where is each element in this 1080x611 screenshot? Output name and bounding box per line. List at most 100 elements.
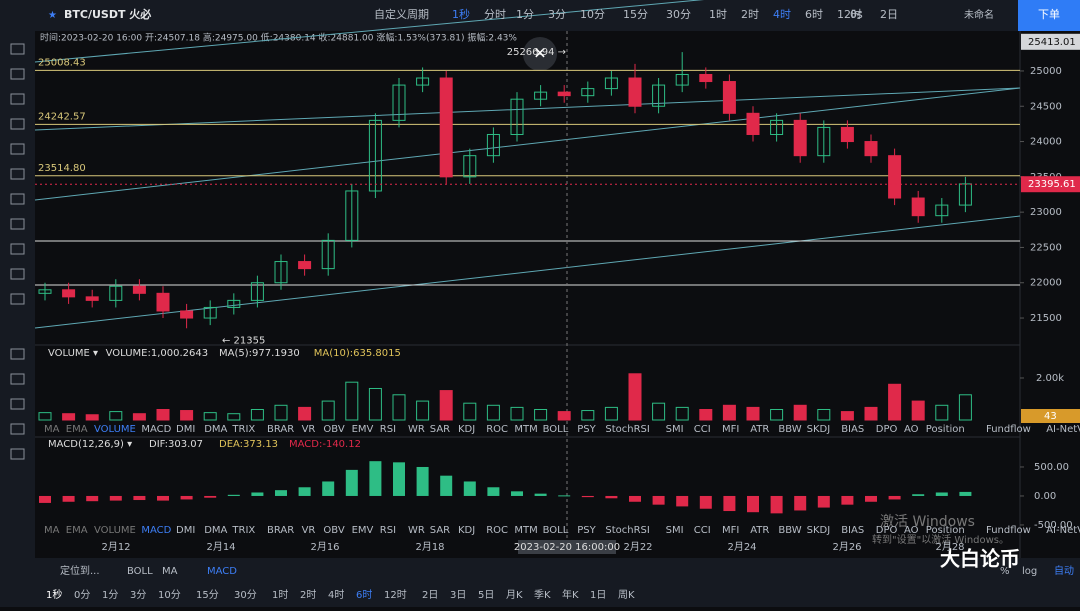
bottom-timeframe[interactable]: 12时: [384, 589, 407, 601]
tool-icon[interactable]: [10, 373, 25, 385]
custom-period[interactable]: 自定义周期: [374, 7, 429, 21]
timeframe[interactable]: 1分: [516, 8, 534, 21]
indicator-tab[interactable]: DMA: [204, 424, 227, 435]
indicator-tab[interactable]: BOLL: [543, 525, 569, 536]
close-button[interactable]: [523, 37, 557, 71]
timeframe[interactable]: 分时: [484, 8, 506, 21]
tool-icon[interactable]: [10, 118, 25, 130]
bottom-timeframe[interactable]: 4时: [328, 589, 344, 601]
indicator-tab[interactable]: SAR: [430, 424, 450, 435]
bottom-timeframe[interactable]: 1日: [590, 590, 606, 601]
indicator-tab[interactable]: BRAR: [267, 525, 294, 536]
bottom-timeframe[interactable]: 季K: [534, 589, 551, 601]
star[interactable]: ★: [48, 10, 57, 21]
tool-icon[interactable]: [10, 268, 25, 280]
indicator-tab[interactable]: BBW: [778, 424, 801, 435]
tool-icon[interactable]: [10, 348, 25, 360]
timeframe[interactable]: 12时: [837, 8, 862, 21]
order-button-bg[interactable]: [1018, 0, 1080, 31]
indicator-tab[interactable]: Position: [926, 525, 965, 536]
indicator-tab[interactable]: EMV: [352, 525, 374, 536]
timeframe[interactable]: 2日: [880, 8, 898, 21]
symbol[interactable]: BTC/USDT 火必: [64, 7, 151, 21]
bottom-timeframe[interactable]: 10分: [158, 589, 181, 601]
tool-icon[interactable]: [10, 293, 25, 305]
indicator-tab[interactable]: MFI: [722, 525, 739, 536]
indicator-tab[interactable]: TRIX: [231, 424, 255, 435]
indicator-tab[interactable]: PSY: [577, 525, 596, 536]
tool-icon[interactable]: [10, 448, 25, 460]
indicator-tab[interactable]: MFI: [722, 424, 739, 435]
bottom-tab[interactable]: MA: [162, 566, 178, 577]
indicator-tab[interactable]: DPO: [876, 525, 898, 536]
indicator-tab[interactable]: BIAS: [841, 525, 864, 536]
bottom-timeframe[interactable]: 15分: [196, 589, 219, 601]
indicator-tab[interactable]: VR: [302, 525, 316, 536]
tool-icon[interactable]: [10, 193, 25, 205]
order-button[interactable]: 下单: [1038, 8, 1060, 21]
close-icon[interactable]: ✕: [533, 44, 546, 63]
indicator-tab[interactable]: TRIX: [231, 525, 255, 536]
indicator-tab[interactable]: BOLL: [543, 424, 569, 435]
layout-name[interactable]: 未命名: [964, 8, 994, 21]
indicator-tab[interactable]: MACD: [141, 525, 171, 536]
bottom-option[interactable]: log: [1022, 566, 1037, 577]
indicator-tab[interactable]: MA: [44, 424, 60, 435]
indicator-tab[interactable]: DMI: [176, 424, 195, 435]
tool-icon[interactable]: [10, 218, 25, 230]
indicator-tab[interactable]: KDJ: [458, 525, 475, 536]
bottom-timeframe[interactable]: 2日: [422, 590, 438, 601]
indicator-tab[interactable]: RSI: [380, 525, 396, 536]
indicator-tab[interactable]: EMA: [66, 525, 88, 536]
indicator-tab[interactable]: KDJ: [458, 424, 475, 435]
indicator-tab[interactable]: EMV: [352, 424, 374, 435]
indicator-tab[interactable]: Position: [926, 424, 965, 435]
indicator-tab[interactable]: BIAS: [841, 424, 864, 435]
indicator-tab[interactable]: VR: [302, 424, 316, 435]
tool-icon[interactable]: [10, 243, 25, 255]
bottom-tab[interactable]: MACD: [207, 566, 237, 577]
indicator-tab[interactable]: DMI: [176, 525, 195, 536]
indicator-tab[interactable]: StochRSI: [605, 525, 649, 536]
tool-icon[interactable]: [10, 398, 25, 410]
tool-icon[interactable]: [10, 143, 25, 155]
indicator-tab[interactable]: VOLUME: [94, 424, 136, 435]
bottom-timeframe[interactable]: 0分: [74, 589, 90, 601]
indicator-tab[interactable]: RSI: [380, 424, 396, 435]
tool-icon[interactable]: [10, 43, 25, 55]
indicator-tab[interactable]: MACD: [141, 424, 171, 435]
indicator-tab[interactable]: AO: [904, 424, 919, 435]
indicator-tab[interactable]: EMA: [66, 424, 88, 435]
bottom-timeframe[interactable]: 3分: [130, 589, 146, 601]
bottom-tab[interactable]: BOLL: [127, 566, 153, 577]
timeframe[interactable]: 2时: [741, 8, 759, 21]
timeframe[interactable]: 1时: [709, 8, 727, 21]
bottom-timeframe[interactable]: 1时: [272, 589, 288, 601]
indicator-tab[interactable]: CCI: [694, 424, 711, 435]
tool-icon[interactable]: [10, 168, 25, 180]
bottom-timeframe[interactable]: 1分: [102, 589, 118, 601]
indicator-tab[interactable]: CCI: [694, 525, 711, 536]
indicator-tab[interactable]: OBV: [323, 525, 344, 536]
bottom-timeframe[interactable]: 30分: [234, 589, 257, 601]
bottom-tab[interactable]: 定位到...: [60, 564, 100, 577]
timeframe[interactable]: 4时: [773, 8, 791, 21]
indicator-tab[interactable]: MA: [44, 525, 60, 536]
indicator-tab[interactable]: ATR: [750, 424, 769, 435]
indicator-tab[interactable]: ROC: [486, 525, 508, 536]
timeframe[interactable]: 15分: [623, 8, 648, 21]
indicator-tab[interactable]: SMI: [666, 525, 684, 536]
indicator-tab[interactable]: ATR: [750, 525, 769, 536]
indicator-tab[interactable]: AI-NetVOL: [1046, 525, 1080, 536]
indicator-tab[interactable]: OBV: [323, 424, 344, 435]
bottom-timeframe[interactable]: 5日: [478, 590, 494, 601]
timeframe[interactable]: 3分: [548, 8, 566, 21]
bottom-timeframe[interactable]: 周K: [618, 589, 635, 601]
timeframe[interactable]: 30分: [666, 8, 691, 21]
indicator-tab[interactable]: BRAR: [267, 424, 294, 435]
indicator-tab[interactable]: WR: [408, 424, 425, 435]
indicator-tab[interactable]: AI-NetVOL: [1046, 424, 1080, 435]
bottom-timeframe[interactable]: 年K: [562, 588, 579, 601]
bottom-timeframe[interactable]: 月K: [506, 589, 523, 601]
tool-icon[interactable]: [10, 93, 25, 105]
